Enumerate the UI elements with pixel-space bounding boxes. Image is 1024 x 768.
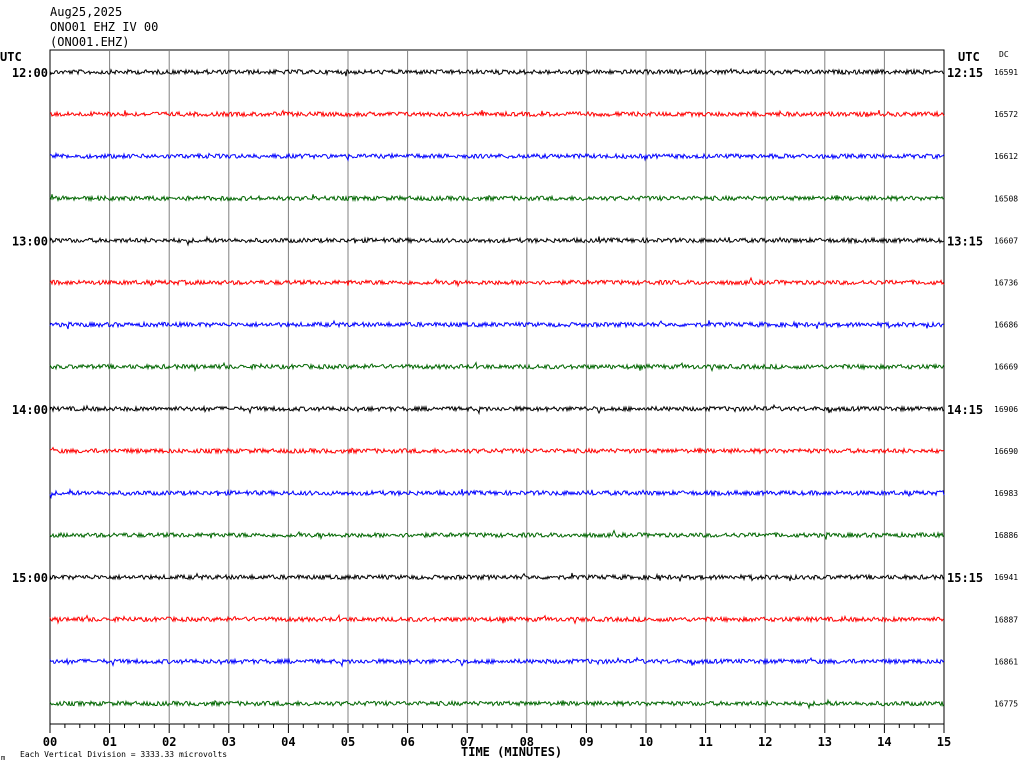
x-tick-label: 14	[877, 735, 891, 749]
dc-value: 16886	[994, 531, 1018, 540]
dc-value: 16690	[994, 447, 1018, 456]
dc-value: 16941	[994, 573, 1018, 582]
left-time-label: 14:00	[12, 403, 48, 417]
dc-value: 16508	[994, 194, 1018, 203]
dc-value-labels: 16591 16572 16612 16508 16607 16736 16686 16669…	[994, 68, 1018, 709]
trace-line	[49, 613, 945, 625]
x-tick-label: 10	[639, 735, 653, 749]
x-axis: 00 01 02 03 04 05 06 07 08 09 10 11 12 13 14 15	[43, 724, 951, 749]
trace-line	[49, 67, 945, 77]
dc-label: DC	[999, 50, 1009, 59]
dc-value: 16607	[994, 236, 1018, 245]
trace-line	[49, 151, 945, 162]
left-time-label: 13:00	[12, 234, 48, 248]
header-date: Aug25,2025	[50, 5, 122, 19]
dc-value: 16612	[994, 152, 1018, 161]
trace-line	[49, 487, 945, 500]
footer-mark: m	[1, 754, 5, 762]
x-tick-label: 02	[162, 735, 176, 749]
trace-line	[49, 109, 945, 119]
x-axis-label: TIME (MINUTES)	[461, 745, 562, 759]
trace-line	[49, 403, 945, 416]
right-time-label: 14:15	[947, 403, 983, 417]
dc-value: 16861	[994, 657, 1018, 666]
dc-value: 16669	[994, 363, 1018, 372]
x-tick-label: 15	[937, 735, 951, 749]
x-tick-label: 11	[698, 735, 712, 749]
x-tick-label: 04	[281, 735, 295, 749]
footer-scale-note: Each Vertical Division = 3333.33 microvo…	[20, 750, 227, 759]
utc-right-label: UTC	[958, 50, 980, 64]
dc-value: 16983	[994, 489, 1018, 498]
header-station: ONO01 EHZ IV 00	[50, 20, 158, 34]
left-time-label: 15:00	[12, 571, 48, 585]
trace-line	[49, 361, 945, 373]
x-tick-label: 07	[460, 735, 474, 749]
plot-frame	[49, 49, 945, 725]
right-time-label: 15:15	[947, 571, 983, 585]
dc-value: 16887	[994, 615, 1018, 624]
right-time-label: 13:15	[947, 234, 983, 248]
right-time-labels: 12:15 13:15 14:15 15:15	[947, 66, 983, 585]
trace-line	[49, 235, 945, 247]
x-tick-label: 00	[43, 735, 57, 749]
utc-left-label: UTC	[0, 50, 22, 64]
dc-value: 16686	[994, 321, 1018, 330]
dc-value: 16775	[994, 700, 1018, 709]
trace-line	[49, 698, 945, 710]
x-tick-label: 09	[579, 735, 593, 749]
dc-value: 16906	[994, 405, 1018, 414]
x-tick-label: 05	[341, 735, 355, 749]
trace-line	[49, 276, 945, 288]
dc-value: 16572	[994, 110, 1018, 119]
right-time-label: 12:15	[947, 66, 983, 80]
x-tick-label: 13	[818, 735, 832, 749]
left-time-label: 12:00	[12, 66, 48, 80]
trace-line	[49, 194, 945, 203]
x-tick-label: 03	[222, 735, 236, 749]
trace-line	[49, 572, 945, 582]
trace-line	[49, 319, 945, 330]
x-tick-label: 01	[102, 735, 116, 749]
trace-group	[49, 67, 945, 710]
grid-lines	[109, 50, 885, 724]
left-time-labels: 12:00 13:00 14:00 15:00	[12, 66, 48, 585]
x-tick-label: 06	[400, 735, 414, 749]
trace-line	[49, 656, 945, 668]
dc-value: 16591	[994, 68, 1018, 77]
header-channel: (ONO01.EHZ)	[50, 35, 129, 49]
x-tick-label: 08	[520, 735, 534, 749]
dc-value: 16736	[994, 279, 1018, 288]
trace-line	[49, 446, 945, 455]
x-tick-label: 12	[758, 735, 772, 749]
trace-line	[49, 529, 945, 541]
